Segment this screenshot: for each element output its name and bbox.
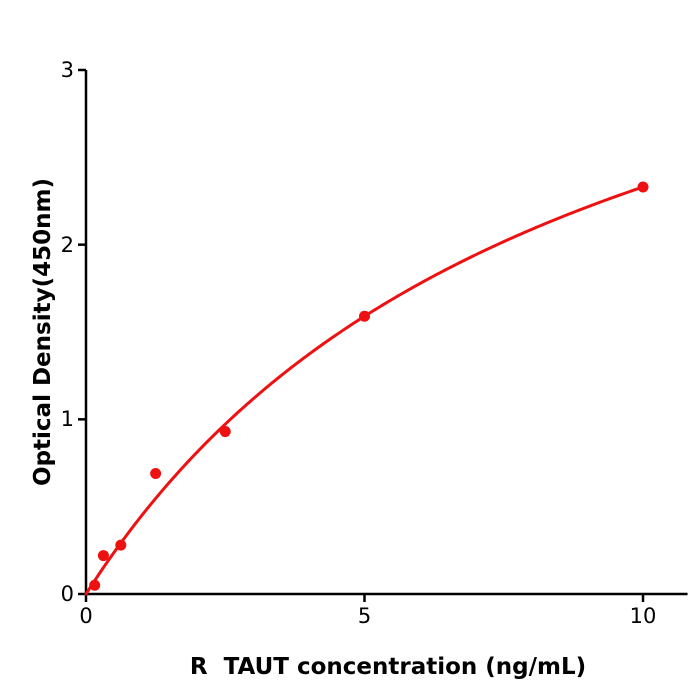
x-axis-label: R TAUT concentration (ng/mL) [189, 654, 587, 680]
data-point [115, 539, 127, 551]
x-tick-label: 5 [357, 604, 372, 628]
data-point [359, 310, 370, 322]
y-tick-label: 1 [60, 407, 74, 432]
data-point [219, 426, 231, 438]
data-points [89, 181, 649, 591]
data-point [97, 550, 109, 562]
x-tick-label: 0 [79, 604, 93, 628]
y-axis-label: Optical Density(450nm) [30, 178, 56, 486]
y-tick-label: 2 [60, 232, 74, 257]
standard-curve-line [84, 185, 645, 596]
axes [84, 69, 688, 596]
data-point [637, 181, 649, 193]
fit-curve [84, 185, 645, 596]
axis-spine [84, 69, 688, 596]
axis-ticks [78, 68, 645, 602]
x-tick-label: 10 [629, 604, 657, 628]
data-point [89, 579, 101, 591]
y-tick-label: 0 [60, 582, 74, 606]
y-tick-label: 3 [60, 57, 74, 82]
data-point [150, 467, 162, 479]
